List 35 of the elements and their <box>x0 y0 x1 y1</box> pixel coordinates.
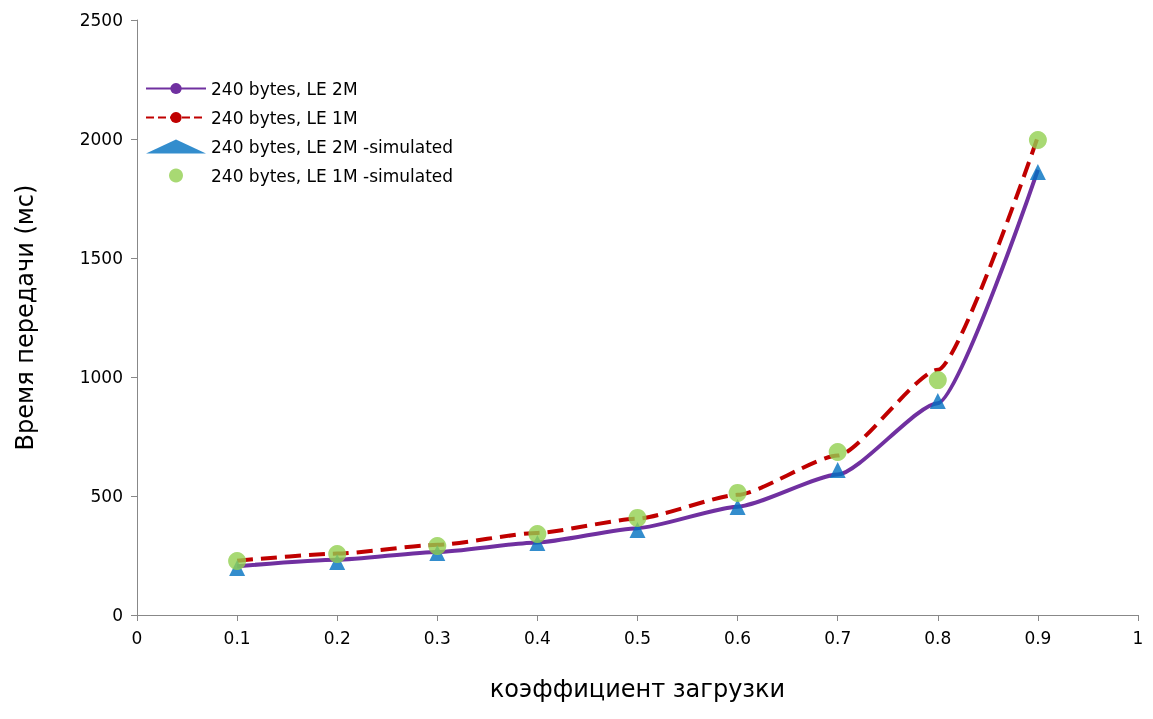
point <box>528 525 547 544</box>
point <box>929 393 946 410</box>
point <box>428 536 447 555</box>
x-tick-label: 0.6 <box>724 627 752 648</box>
y-tick-label: 2500 <box>79 10 123 30</box>
x-tick-label: 0.7 <box>824 627 852 648</box>
x-tick-label: 0.3 <box>423 627 451 648</box>
x-axis-title: коэффициент загрузки <box>489 675 786 703</box>
point <box>828 442 847 461</box>
point <box>1028 130 1047 149</box>
x-tick-label: 0.8 <box>924 627 952 648</box>
y-tick-label: 0 <box>112 605 123 625</box>
point <box>829 462 846 479</box>
legend-label: 240 bytes, LE 1M -simulated <box>211 165 454 186</box>
legend-label: 240 bytes, LE 2M -simulated <box>211 136 454 157</box>
x-tick-label: 0.9 <box>1024 627 1052 648</box>
point <box>1029 164 1046 181</box>
point <box>928 371 947 390</box>
point <box>328 545 347 564</box>
x-tick-label: 1 <box>1132 627 1144 648</box>
y-tick-label: 500 <box>90 486 123 506</box>
x-tick-label: 0.2 <box>323 627 351 648</box>
point <box>628 508 647 527</box>
point <box>728 483 747 502</box>
y-tick-label: 2000 <box>79 129 123 149</box>
y-axis-title: Время передачи (мс) <box>11 184 39 451</box>
y-tick-label: 1000 <box>79 367 123 387</box>
point <box>228 551 247 570</box>
legend-label: 240 bytes, LE 1M <box>211 107 358 128</box>
legend-label: 240 bytes, LE 2M <box>211 78 358 99</box>
x-tick-label: 0.4 <box>523 627 551 648</box>
y-tick-label: 1500 <box>79 248 123 268</box>
x-tick-label: 0.5 <box>623 627 652 648</box>
x-tick-label: 0.1 <box>223 627 251 648</box>
x-tick-label: 0 <box>131 627 143 648</box>
